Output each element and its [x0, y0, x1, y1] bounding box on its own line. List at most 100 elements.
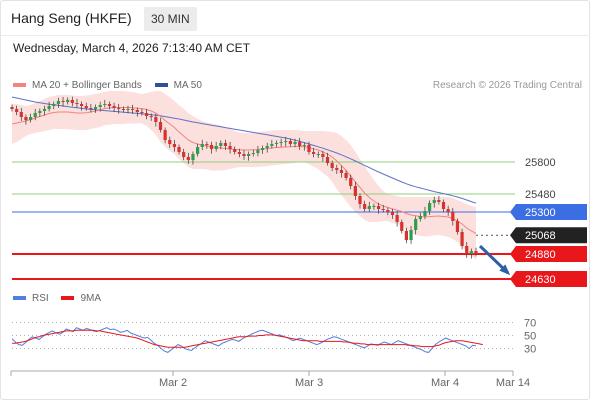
candle-body	[358, 196, 362, 204]
candle-body	[376, 206, 381, 209]
candle-body	[56, 101, 61, 104]
candle-body	[200, 144, 204, 147]
candle-body	[441, 202, 446, 209]
candle-body	[404, 231, 409, 240]
candle-body	[330, 163, 334, 168]
interval-badge[interactable]: 30 MIN	[144, 7, 197, 31]
rsi-swatch	[13, 296, 26, 301]
candle-body	[24, 117, 28, 120]
candle-body	[288, 141, 293, 144]
candle-body	[15, 109, 19, 112]
candle-body	[168, 140, 172, 144]
candle-body	[311, 152, 316, 154]
price-legend: MA 20 + Bollinger Bands MA 50	[13, 80, 212, 91]
candle-body	[400, 222, 404, 231]
candle-body	[372, 206, 376, 207]
candle-body	[158, 122, 163, 130]
candle-body	[149, 116, 153, 117]
rsi-legend: RSI 9MA	[13, 293, 111, 304]
candle-body	[270, 144, 274, 146]
candle-body	[52, 104, 56, 106]
candle-body	[325, 157, 330, 163]
candle-body	[107, 104, 112, 106]
legend-rsi-label: RSI	[32, 293, 49, 304]
legend-ma20-label: MA 20 + Bollinger Bands	[32, 80, 142, 91]
candle-body	[135, 110, 139, 112]
credit-text: Research © 2026 Trading Central	[432, 80, 582, 91]
candle-body	[469, 251, 473, 254]
candle-body	[103, 104, 107, 105]
rsi-tick-30: 30	[524, 344, 536, 356]
level-label-24630: 24630	[525, 274, 556, 286]
candle-body	[260, 148, 265, 150]
rsi-line	[11, 327, 477, 353]
candle-body	[126, 109, 130, 110]
candle-body	[307, 145, 311, 152]
ma50-line	[11, 96, 477, 204]
candle-body	[465, 246, 469, 254]
candle-body	[214, 146, 218, 149]
candle-body	[242, 154, 246, 156]
candle-body	[321, 154, 325, 157]
candle-body	[154, 117, 158, 122]
rsi-ma-swatch	[61, 296, 75, 301]
candle-body	[349, 178, 353, 186]
level-label-25800: 25800	[525, 157, 556, 169]
legend-ma50-label: MA 50	[173, 80, 202, 91]
candle-body	[339, 170, 344, 173]
candle-body	[117, 108, 121, 109]
candle-body	[409, 230, 413, 240]
instrument-title: Hang Seng (HKFE)	[11, 10, 132, 26]
candle-body	[93, 107, 98, 109]
candle-body	[414, 219, 418, 230]
level-tag-25300	[510, 204, 587, 220]
candle-body	[172, 144, 177, 147]
projection-arrow-head	[499, 264, 511, 276]
ma20-swatch	[13, 83, 26, 88]
ma50-swatch	[154, 83, 168, 88]
candle-body	[247, 154, 251, 156]
candle-body	[70, 100, 74, 103]
candle-body	[251, 153, 255, 154]
candle-body	[284, 141, 288, 142]
x-tick-label: Mar 4	[431, 377, 459, 389]
level-tag-24880	[510, 246, 587, 262]
candle-body	[19, 112, 23, 117]
level-label-25068: 25068	[525, 230, 556, 242]
candle-body	[237, 152, 241, 154]
legend-rsi: RSI	[13, 293, 49, 304]
candle-body	[10, 107, 14, 109]
candle-body	[79, 104, 84, 106]
chart-datetime: Wednesday, March 4, 2026 7:13:40 AM CET	[13, 41, 251, 55]
candle-body	[367, 206, 371, 209]
candle-body	[353, 186, 357, 196]
candle-body	[265, 146, 269, 148]
candle-body	[186, 157, 190, 160]
candle-body	[344, 173, 348, 178]
candle-body	[335, 168, 339, 170]
legend-ma50: MA 50	[154, 80, 202, 91]
candle-body	[144, 113, 149, 116]
x-tick-label: Mar 3	[295, 377, 323, 389]
candle-body	[423, 211, 427, 216]
candle-body	[386, 210, 390, 212]
candle-body	[279, 142, 283, 143]
candle-body	[33, 113, 37, 117]
candle-body	[302, 145, 306, 146]
candle-body	[437, 200, 441, 202]
candle-body	[38, 111, 42, 113]
candle-body	[98, 105, 102, 107]
level-tag-24630	[510, 271, 587, 287]
candle-body	[140, 112, 144, 113]
level-label-24880: 24880	[525, 249, 556, 261]
candle-body	[316, 154, 320, 155]
candle-body	[75, 103, 79, 104]
candle-body	[381, 209, 385, 210]
candle-body	[47, 106, 51, 109]
candle-body	[451, 212, 455, 221]
rsi-tick-70: 70	[524, 318, 536, 330]
candle-body	[191, 154, 195, 160]
candle-body	[418, 216, 422, 219]
